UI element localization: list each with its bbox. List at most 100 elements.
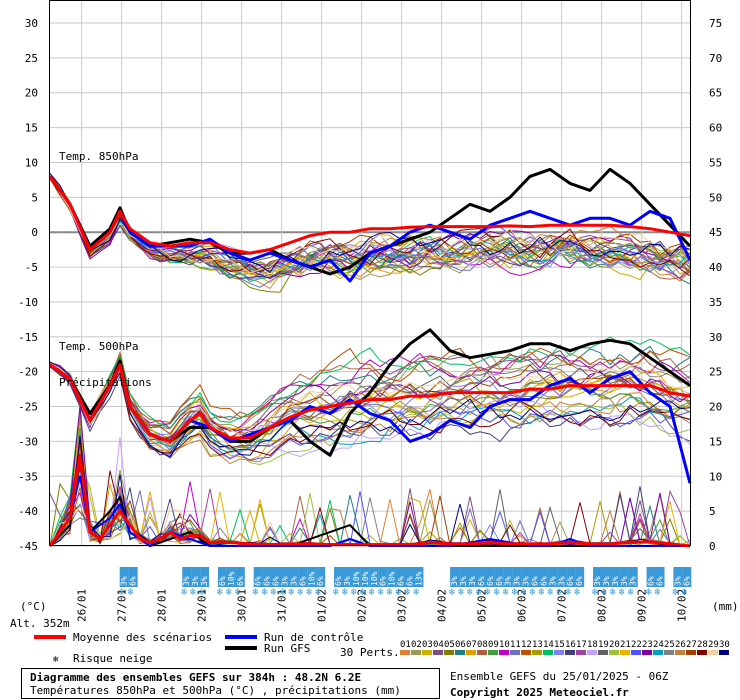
right-tick-label: 10 [709,470,722,483]
snowflake-icon: ❄ [190,587,197,598]
snowflake-icon: ❄ [181,587,188,598]
perturbation-line [49,358,691,440]
left-tick-label: 30 [25,17,38,30]
pert-swatch [631,650,641,655]
snowflake-icon: ❄ [396,587,403,598]
snow-risk-bar [298,567,308,587]
legend-mean-label: Moyenne des scénarios [73,631,212,644]
pert-swatch [499,650,509,655]
right-axis-unit: (mm) [712,600,739,613]
snowflake-icon: ❄ [297,587,304,598]
snowflake-icon: ❄ [556,587,563,598]
snowflake-icon: ❄ [538,587,545,598]
right-tick-label: 40 [709,261,722,274]
snow-risk-bar [235,567,245,587]
right-tick-label: 60 [709,122,722,135]
snow-risk-bar [646,567,656,587]
snow-risk-pct: 6% [477,576,486,586]
snow-risk-pct: 10% [227,571,236,586]
pert-swatch [697,650,707,655]
snow-risk-pct: 3% [504,576,513,586]
perturbation-line [49,361,691,458]
snow-risk-bar [360,567,370,587]
left-tick-label: -5 [25,261,38,274]
snow-risk-pct: 13% [414,571,423,586]
snow-risk-bar [566,567,576,587]
pert-swatch [576,650,586,655]
left-axis-unit: (°C) [20,600,47,613]
perturbation-line [49,365,691,453]
plot-frame [49,0,691,546]
snow-risk-pct: 10% [307,571,316,586]
pert-swatch [675,650,685,655]
snow-risk-bar [593,567,603,587]
snow-risk-bar [610,567,620,587]
perturbation-line [49,347,691,423]
snow-risk-bar [119,567,129,587]
snow-risk-pct: 6% [236,576,245,586]
snow-risk-pct: 6% [334,576,343,586]
snow-risk-pct: 6% [682,576,691,586]
snowflake-icon: ❄ [601,587,608,598]
right-tick-label: 30 [709,331,722,344]
snowflake-icon: ❄ [592,587,599,598]
pert-number: 28 [697,640,708,650]
date-tick-label: 03/02 [396,589,409,622]
pert-swatch [565,650,575,655]
snow-risk-bar [494,567,504,587]
snow-risk-pct: 3% [468,576,477,586]
date-tick-label: 29/01 [196,589,209,622]
pert-number: 05 [444,640,455,650]
left-axis: 30 25 20 15 10 5 0 -5 -10 -15 -20 -25 -30 -35 -40 -45 [18,17,38,553]
right-tick-label: 75 [709,17,722,30]
snowflake-icon: ❄ [476,587,483,598]
snow-risk-pct: 6% [566,576,575,586]
snow-risk-pct: 10% [370,571,379,586]
snowflake-icon: ❄ [512,587,519,598]
snow-risk-bar [628,567,638,587]
snowflake-icon: ❄ [306,587,313,598]
snow-risk-bar [396,567,406,587]
snow-risk-pct: 3% [289,576,298,586]
pert-number: 19 [598,640,609,650]
date-tick-label: 28/01 [156,589,169,622]
snow-risk-bar [539,567,549,587]
snowflake-icon: ❄ [333,587,340,598]
snow-risk-bar [351,567,361,587]
chart-title: Diagramme des ensembles GEFS sur 384h : … [30,671,361,684]
perturbation-line [49,177,691,293]
title-box [21,668,440,699]
snow-risk-pct: 3% [611,576,620,586]
date-tick-label: 31/01 [276,589,289,622]
left-tick-label: 10 [25,156,38,169]
pert-number: 03 [422,640,433,650]
date-tick-label: 01/02 [316,589,329,622]
snow-risk-bar [548,567,558,587]
left-tick-label: 25 [25,52,38,65]
snowflake-icon: ❄ [467,587,474,598]
pert-number: 08 [477,640,488,650]
pert-swatch [488,650,498,655]
snow-risk-bar [316,567,326,587]
snowflake-icon: ❄ [530,587,537,598]
chart-subtitle: Températures 850hPa et 500hPa (°C) , pré… [30,684,401,697]
pert-number: 30 [719,640,730,650]
pert-swatch [587,650,597,655]
snow-risk-bar [485,567,495,587]
pert-number: 21 [620,640,631,650]
pert-number: 02 [411,640,422,650]
date-tick-label: 08/02 [596,589,609,622]
snowflake-icon: ❄ [217,587,224,598]
pert-number: 06 [455,640,466,650]
right-tick-label: 70 [709,52,722,65]
pert-number: 13 [532,640,543,650]
date-tick-label: 05/02 [476,589,489,622]
snow-risk-pct: 6% [298,576,307,586]
date-tick-label: 30/01 [236,589,249,622]
pert-swatch [664,650,674,655]
snowflake-icon: ❄ [646,587,653,598]
snow-risk-pct: 3% [191,576,200,586]
precip-gfs-line [49,461,690,547]
snow-risk-pct: 3% [548,576,557,586]
